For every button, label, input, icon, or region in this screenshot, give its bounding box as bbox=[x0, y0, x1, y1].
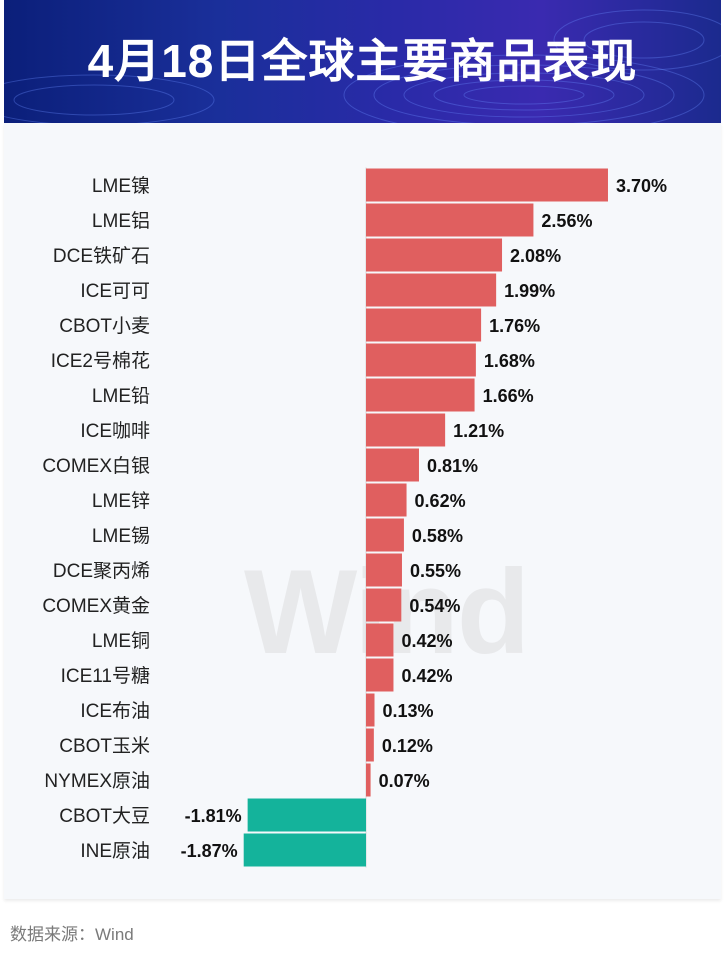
category-label-1: LME铝 bbox=[92, 210, 150, 232]
category-label-15: ICE布油 bbox=[80, 700, 150, 722]
category-label-2: DCE铁矿石 bbox=[53, 245, 150, 267]
value-label-8: 0.81% bbox=[427, 456, 478, 476]
bar-3 bbox=[366, 273, 497, 307]
bar-6 bbox=[366, 378, 475, 412]
bar-10 bbox=[366, 518, 404, 552]
value-label-13: 0.42% bbox=[401, 631, 452, 651]
bar-7 bbox=[366, 413, 446, 447]
bar-5 bbox=[366, 343, 476, 377]
category-label-0: LME镍 bbox=[92, 175, 150, 197]
value-label-3: 1.99% bbox=[504, 281, 555, 301]
category-label-8: COMEX白银 bbox=[42, 455, 150, 477]
value-label-11: 0.55% bbox=[410, 561, 461, 581]
bar-15 bbox=[366, 693, 375, 727]
value-label-6: 1.66% bbox=[483, 386, 534, 406]
value-label-9: 0.62% bbox=[415, 491, 466, 511]
category-label-12: COMEX黄金 bbox=[42, 595, 150, 617]
value-label-1: 2.56% bbox=[541, 211, 592, 231]
header-banner: 4月18日全球主要商品表现 bbox=[4, 0, 721, 123]
value-label-12: 0.54% bbox=[409, 596, 460, 616]
bar-17 bbox=[366, 763, 371, 797]
category-label-14: ICE11号糖 bbox=[61, 665, 150, 687]
category-label-4: CBOT小麦 bbox=[59, 315, 150, 337]
value-label-19: -1.87% bbox=[181, 841, 238, 861]
category-label-9: LME锌 bbox=[92, 490, 150, 512]
value-label-4: 1.76% bbox=[489, 316, 540, 336]
bar-0 bbox=[366, 168, 608, 202]
value-label-0: 3.70% bbox=[616, 176, 667, 196]
bar-11 bbox=[366, 553, 402, 587]
category-label-11: DCE聚丙烯 bbox=[53, 560, 150, 582]
category-label-18: CBOT大豆 bbox=[59, 805, 150, 827]
bar-4 bbox=[366, 308, 482, 342]
bar-18 bbox=[247, 798, 366, 832]
category-label-6: LME铅 bbox=[92, 385, 150, 407]
value-label-10: 0.58% bbox=[412, 526, 463, 546]
category-label-13: LME铜 bbox=[92, 630, 150, 652]
value-label-14: 0.42% bbox=[401, 666, 452, 686]
category-label-10: LME锡 bbox=[92, 525, 150, 547]
category-label-3: ICE可可 bbox=[80, 281, 150, 302]
value-label-18: -1.81% bbox=[185, 806, 242, 826]
value-label-16: 0.12% bbox=[382, 736, 433, 756]
bar-9 bbox=[366, 483, 407, 517]
header-contour-decoration bbox=[4, 9, 721, 123]
value-label-17: 0.07% bbox=[379, 771, 430, 791]
bar-19 bbox=[243, 833, 366, 867]
value-label-5: 1.68% bbox=[484, 351, 535, 371]
category-label-17: NYMEX原油 bbox=[44, 770, 150, 792]
value-label-2: 2.08% bbox=[510, 246, 561, 266]
value-label-7: 1.21% bbox=[453, 421, 504, 441]
commodity-bar-chart: 3.70% LME镍 2.56% LME铝 2.08% DCE铁矿石 1.99% ICE可可 1… bbox=[42, 167, 667, 868]
category-label-7: ICE咖啡 bbox=[80, 420, 150, 442]
bar-1 bbox=[366, 203, 534, 237]
bar-16 bbox=[366, 728, 374, 762]
bar-13 bbox=[366, 623, 394, 657]
category-label-16: CBOT玉米 bbox=[59, 735, 150, 757]
category-label-19: INE原油 bbox=[80, 840, 150, 862]
bar-12 bbox=[366, 588, 402, 622]
page-title: 4月18日全球主要商品表现 bbox=[87, 35, 638, 87]
data-source: 数据来源：Wind bbox=[10, 925, 134, 944]
bar-14 bbox=[366, 658, 394, 692]
value-label-15: 0.13% bbox=[383, 701, 434, 721]
bar-2 bbox=[366, 238, 503, 272]
bar-8 bbox=[366, 448, 419, 482]
category-label-5: ICE2号棉花 bbox=[51, 350, 150, 372]
